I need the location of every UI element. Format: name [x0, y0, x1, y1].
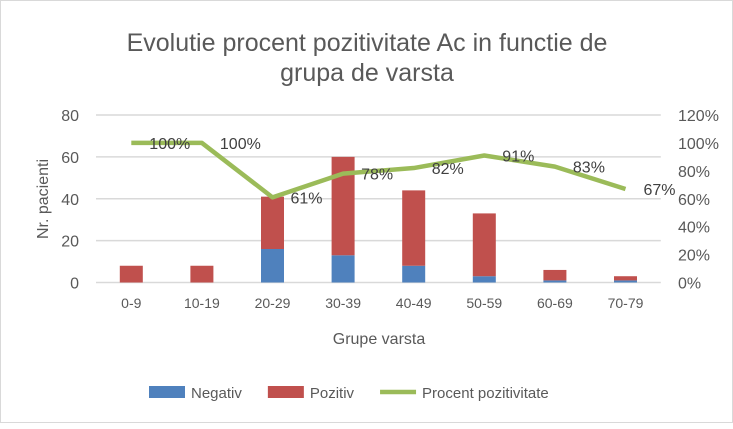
x-axis-label: Grupe varsta: [333, 331, 426, 348]
y2-tick-label: 100%: [678, 136, 719, 153]
y2-tick-label: 60%: [678, 192, 710, 209]
bar-negativ: [543, 280, 567, 283]
bar-pozitiv: [261, 196, 284, 249]
bar-negativ: [261, 249, 284, 283]
bar-pozitiv: [331, 156, 355, 256]
legend-label: Procent pozitivitate: [422, 385, 549, 402]
y-tick-label: 20: [61, 234, 79, 251]
bar-pozitiv: [190, 265, 214, 283]
x-tick-label: 60-69: [537, 295, 573, 311]
y-axis-label: Nr. pacienti: [35, 159, 52, 239]
chart-title-line-1: Evolutie procent pozitivitate Ac in func…: [127, 29, 608, 57]
legend-swatch: [149, 386, 185, 398]
y-tick-label: 0: [70, 276, 79, 293]
y2-tick-label: 120%: [678, 108, 719, 125]
bar-negativ: [402, 265, 426, 283]
legend-label: Pozitiv: [310, 385, 355, 402]
bar-pozitiv: [402, 190, 426, 266]
bar-pozitiv: [119, 265, 143, 283]
x-tick-label: 70-79: [608, 295, 644, 311]
data-label: 100%: [220, 136, 261, 153]
y-tick-label: 80: [61, 108, 79, 125]
y-tick-label: 60: [61, 150, 79, 167]
x-tick-label: 20-29: [255, 295, 291, 311]
bar-pozitiv: [472, 213, 496, 277]
x-tick-label: 40-49: [396, 295, 432, 311]
bar-negativ: [472, 276, 496, 283]
legend-swatch: [267, 386, 304, 398]
y-tick-label: 40: [61, 192, 79, 209]
y2-tick-label: 0%: [678, 276, 701, 293]
data-label: 91%: [502, 148, 534, 165]
bar-pozitiv: [543, 269, 567, 281]
data-label: 78%: [361, 167, 393, 184]
x-tick-label: 50-59: [466, 295, 502, 311]
x-tick-label: 0-9: [121, 295, 141, 311]
y2-tick-label: 40%: [678, 220, 710, 237]
y2-tick-label: 20%: [678, 248, 710, 265]
x-tick-label: 30-39: [325, 295, 361, 311]
data-label: 100%: [149, 136, 190, 153]
data-label: 61%: [291, 190, 323, 207]
chart-title-line-2: grupa de varsta: [280, 59, 454, 87]
bar-negativ: [614, 280, 637, 283]
line-procent-pozitivitate: [131, 140, 627, 200]
x-tick-label: 10-19: [184, 295, 220, 311]
y2-tick-label: 80%: [678, 164, 710, 181]
legend-label: Negativ: [191, 385, 242, 402]
data-label: 82%: [432, 161, 464, 178]
bar-negativ: [331, 255, 355, 283]
data-label: 83%: [573, 160, 605, 177]
bar-pozitiv: [614, 276, 637, 281]
data-label: 67%: [644, 182, 676, 199]
